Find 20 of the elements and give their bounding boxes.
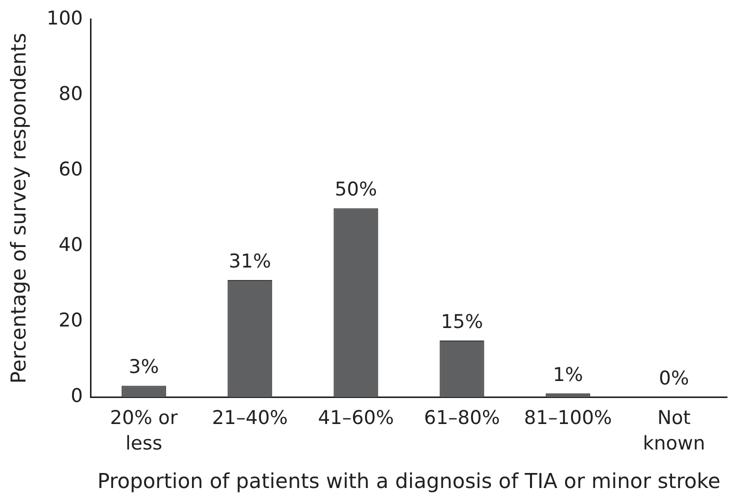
y-tick-label: 20 (58, 309, 83, 332)
data-label: 1% (552, 364, 584, 386)
x-tick-label: Not known (642, 406, 706, 455)
y-tick-label: 40 (58, 234, 83, 256)
x-tick-label: 41–60% (318, 406, 394, 429)
data-label: 0% (658, 368, 690, 390)
y-tick-label: 100 (46, 7, 83, 30)
data-label: 3% (128, 356, 159, 378)
y-tick-label: 80 (58, 82, 83, 105)
y-axis-title: Percentage of survey respondents (6, 32, 31, 384)
data-label: 31% (228, 250, 272, 272)
x-tick-label: 61–80% (424, 406, 500, 429)
x-tick-label: 21–40% (212, 406, 288, 429)
x-tick-label: 81–100% (524, 406, 612, 429)
x-axis-title: Proportion of patients with a diagnosis of TIA or minor stroke (97, 469, 721, 494)
data-label: 15% (440, 310, 484, 333)
x-tick-label: 20% or less (110, 406, 178, 455)
y-tick-label: 60 (58, 158, 83, 180)
y-tick-label: 0 (70, 385, 83, 408)
data-label: 50% (334, 178, 378, 201)
